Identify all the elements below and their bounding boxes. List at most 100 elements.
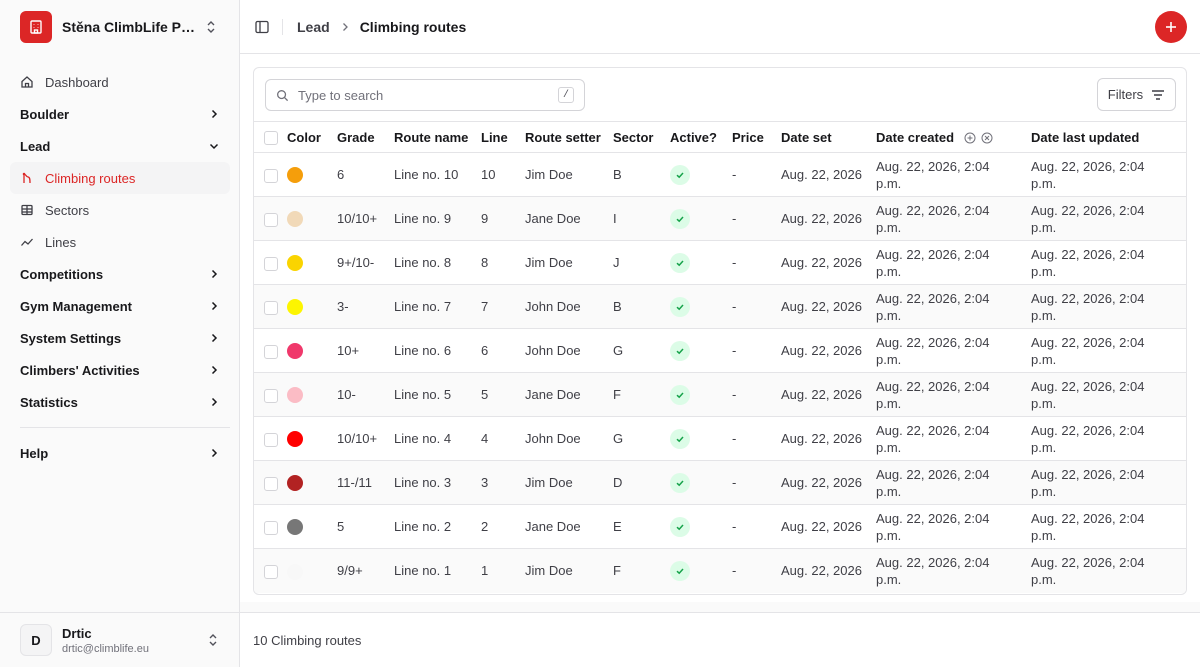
table-footer: 10 Climbing routes (240, 612, 1200, 667)
row-checkbox[interactable] (264, 476, 278, 491)
search-box[interactable]: / (265, 79, 585, 111)
cell-date-set: Aug. 22, 2026 (781, 475, 862, 490)
cell-grade: 9+/10- (337, 255, 375, 270)
sidebar-group-statistics[interactable]: Statistics (10, 386, 230, 418)
active-check-icon (670, 516, 690, 537)
active-check-icon (670, 296, 690, 317)
chevron-right-icon (211, 269, 218, 279)
cell-sector: D (613, 475, 623, 490)
column-header-date-created: Date created (876, 122, 1031, 153)
sort-icon[interactable] (964, 132, 976, 144)
cell-price: - (732, 563, 737, 579)
column-header[interactable]: Line (481, 129, 508, 145)
cell-sector: F (613, 563, 621, 579)
cell-line: 7 (481, 299, 489, 314)
header-divider (282, 18, 283, 35)
column-header[interactable]: Price (732, 129, 764, 145)
cell-grade: 10- (337, 387, 356, 402)
column-header[interactable]: Route setter (525, 129, 601, 145)
plus-icon (1166, 22, 1176, 32)
row-checkbox[interactable] (264, 168, 278, 183)
cell-route-name: Line no. 1 (394, 563, 452, 579)
table-row[interactable]: 10/10+ Line no. 9 9 Jane Doe I - Aug. 22, 2026… (254, 196, 1186, 241)
cell-date-updated: Aug. 22, 2026, 2:04 p.m. (1031, 378, 1145, 411)
cell-line: 2 (481, 519, 489, 534)
active-check-icon (670, 384, 690, 405)
table-row[interactable]: 10/10+ Line no. 4 4 John Doe G - Aug. 22, 2026… (254, 417, 1186, 461)
sidebar-nav: Dashboard Boulder Lead Climbing routes Secto… (10, 66, 230, 469)
cell-date-created: Aug. 22, 2026, 2:04 p.m. (876, 554, 990, 587)
column-header[interactable]: Grade (337, 129, 375, 145)
table-row[interactable]: 9+/10- Line no. 8 8 Jim Doe J - Aug. 22, 2026 A… (254, 241, 1186, 285)
sidebar-group-lead[interactable]: Lead (10, 130, 230, 162)
column-header[interactable]: Route name (394, 129, 469, 145)
row-checkbox[interactable] (264, 520, 278, 535)
cell-line: 3 (481, 475, 489, 490)
table-row[interactable]: 6 Line no. 10 10 Jim Doe B - Aug. 22, 2026 Aug.… (254, 153, 1186, 197)
sidebar-group-help[interactable]: Help (10, 437, 230, 469)
cell-date-updated: Aug. 22, 2026, 2:04 p.m. (1031, 554, 1145, 587)
route-color-swatch (287, 519, 303, 536)
sidebar-group-boulder[interactable]: Boulder (10, 98, 230, 130)
column-header[interactable]: Date set (781, 129, 832, 145)
table-row[interactable]: 5 Line no. 2 2 Jane Doe E - Aug. 22, 2026 Aug. … (254, 505, 1186, 549)
sidebar-group-competitions[interactable]: Competitions (10, 258, 230, 290)
sidebar-group-gym-management[interactable]: Gym Management (10, 290, 230, 322)
column-header[interactable]: Sector (613, 129, 654, 145)
filter-lines-icon (1152, 89, 1165, 100)
cell-sector: J (613, 255, 620, 270)
cell-date-updated: Aug. 22, 2026, 2:04 p.m. (1031, 158, 1145, 191)
cell-line: 1 (481, 563, 489, 579)
cell-date-updated: Aug. 22, 2026, 2:04 p.m. (1031, 290, 1145, 323)
cell-route-name: Line no. 2 (394, 519, 452, 534)
table-row[interactable]: 10+ Line no. 6 6 John Doe G - Aug. 22, 2026 Aug… (254, 329, 1186, 373)
active-check-icon (670, 428, 690, 449)
select-all-checkbox[interactable] (264, 130, 278, 145)
active-check-icon (670, 472, 690, 493)
add-route-button[interactable] (1155, 11, 1187, 43)
row-checkbox[interactable] (264, 388, 278, 403)
row-checkbox[interactable] (264, 256, 278, 271)
gym-switcher[interactable]: Stěna ClimbLife Pra... (10, 6, 228, 48)
row-checkbox[interactable] (264, 432, 278, 447)
cell-line: 5 (481, 387, 489, 402)
home-icon (21, 76, 33, 88)
cell-price: - (732, 167, 737, 182)
row-checkbox[interactable] (264, 212, 278, 227)
column-header[interactable]: Color (287, 129, 321, 145)
cell-date-created: Aug. 22, 2026, 2:04 p.m. (876, 334, 990, 367)
sidebar-group-system-settings[interactable]: System Settings (10, 322, 230, 354)
row-checkbox[interactable] (264, 300, 278, 315)
user-menu[interactable]: D Drtic drtic@climblife.eu (0, 612, 240, 667)
sidebar-item-climbing-routes[interactable]: Climbing routes (10, 162, 230, 194)
row-checkbox[interactable] (264, 564, 278, 579)
row-checkbox[interactable] (264, 344, 278, 359)
sidebar-group-label: System Settings (20, 330, 122, 346)
filters-button[interactable]: Filters (1097, 78, 1176, 111)
page-title: Climbing routes (359, 18, 467, 35)
sidebar-group-climbers-activities[interactable]: Climbers' Activities (10, 354, 230, 386)
cell-date-created: Aug. 22, 2026, 2:04 p.m. (876, 246, 990, 279)
column-header[interactable]: Date last updated (1031, 129, 1140, 145)
table-row[interactable]: 3- Line no. 7 7 John Doe B - Aug. 22, 2026 Aug.… (254, 284, 1186, 329)
search-input[interactable] (298, 87, 548, 103)
breadcrumb-lead[interactable]: Lead (297, 18, 330, 35)
sidebar-toggle-icon[interactable] (254, 19, 270, 35)
clear-sort-icon[interactable] (981, 132, 993, 144)
sidebar-item-label: Lines (45, 234, 77, 250)
route-color-swatch (287, 475, 303, 492)
cell-setter: John Doe (525, 431, 581, 446)
cell-date-set: Aug. 22, 2026 (781, 167, 862, 182)
sidebar-item-sectors[interactable]: Sectors (10, 194, 230, 226)
route-color-swatch (287, 255, 303, 272)
chevron-down-icon (209, 143, 219, 150)
table-row[interactable]: 10- Line no. 5 5 Jane Doe F - Aug. 22, 2026 Aug… (254, 372, 1186, 417)
table-row[interactable]: 11-/11 Line no. 3 3 Jim Doe D - Aug. 22, 2026 A… (254, 460, 1186, 505)
cell-date-set: Aug. 22, 2026 (781, 387, 862, 402)
column-header[interactable]: Active? (670, 129, 717, 145)
cell-sector: G (613, 431, 624, 446)
sidebar-item-dashboard[interactable]: Dashboard (10, 66, 230, 98)
table-row[interactable]: 9/9+ Line no. 1 1 Jim Doe F - Aug. 22, 2026 Aug… (254, 548, 1186, 593)
sidebar-item-lines[interactable]: Lines (10, 226, 230, 258)
column-header[interactable]: Date created (876, 129, 955, 145)
